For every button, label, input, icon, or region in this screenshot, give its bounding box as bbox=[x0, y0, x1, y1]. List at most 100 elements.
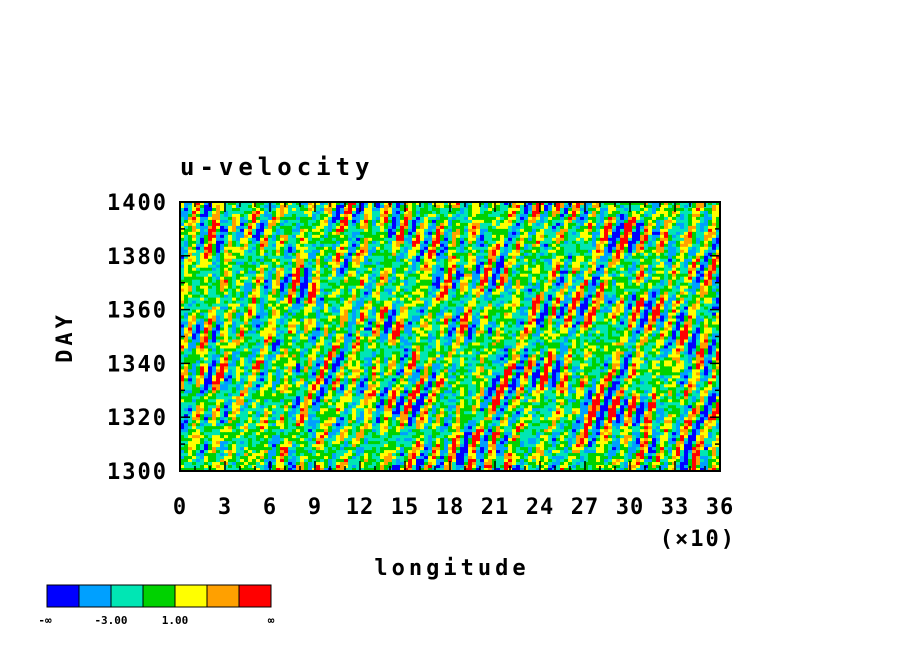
heatmap-cell bbox=[420, 276, 425, 281]
heatmap-cell bbox=[220, 276, 225, 281]
heatmap-cell bbox=[556, 279, 561, 284]
heatmap-cell bbox=[324, 246, 329, 251]
heatmap-cell bbox=[356, 276, 361, 281]
heatmap-cell bbox=[300, 258, 305, 263]
heatmap-cell bbox=[396, 246, 401, 251]
heatmap-cell bbox=[348, 264, 353, 269]
heatmap-cell bbox=[480, 243, 485, 248]
heatmap-cell bbox=[596, 228, 601, 233]
heatmap-cell bbox=[200, 202, 205, 206]
heatmap-cell bbox=[452, 270, 457, 275]
heatmap-cell bbox=[304, 240, 309, 245]
heatmap-cell bbox=[324, 255, 329, 260]
heatmap-cell bbox=[444, 279, 449, 284]
heatmap-cell bbox=[624, 270, 629, 275]
heatmap-cell bbox=[504, 276, 509, 281]
heatmap-cell bbox=[204, 255, 209, 260]
heatmap-cell bbox=[536, 210, 541, 215]
heatmap-cell bbox=[348, 202, 353, 206]
heatmap-cell bbox=[400, 279, 405, 284]
heatmap-cell bbox=[264, 279, 269, 284]
heatmap-cell bbox=[712, 258, 717, 263]
heatmap-cell bbox=[188, 246, 193, 251]
heatmap-cell bbox=[564, 282, 569, 287]
heatmap-cell bbox=[552, 234, 557, 239]
heatmap-cell bbox=[504, 264, 509, 269]
heatmap-cell bbox=[556, 213, 561, 218]
heatmap-cell bbox=[524, 210, 529, 215]
heatmap-cell bbox=[564, 273, 569, 278]
heatmap-cell bbox=[428, 207, 433, 212]
heatmap-cell bbox=[268, 261, 273, 266]
heatmap-cell bbox=[528, 213, 533, 218]
heatmap-cell bbox=[532, 270, 537, 275]
heatmap-cell bbox=[480, 222, 485, 227]
heatmap-cell bbox=[220, 264, 225, 269]
heatmap-cell bbox=[260, 240, 265, 245]
heatmap-cell bbox=[668, 270, 673, 275]
heatmap-cell bbox=[436, 240, 441, 245]
heatmap-cell bbox=[420, 258, 425, 263]
heatmap-cell bbox=[204, 231, 209, 236]
heatmap-cell bbox=[300, 207, 305, 212]
heatmap-cell bbox=[604, 243, 609, 248]
heatmap-cell bbox=[364, 207, 369, 212]
heatmap-cell bbox=[316, 202, 321, 206]
heatmap-cell bbox=[536, 207, 541, 212]
heatmap-cell bbox=[476, 219, 481, 224]
heatmap-cell bbox=[572, 279, 577, 284]
heatmap-cell bbox=[564, 264, 569, 269]
heatmap-cell bbox=[196, 240, 201, 245]
heatmap-cell bbox=[236, 267, 241, 272]
heatmap-cell bbox=[592, 255, 597, 260]
heatmap-cell bbox=[644, 231, 649, 236]
heatmap-cell bbox=[308, 228, 313, 233]
heatmap-cell bbox=[376, 246, 381, 251]
heatmap-cell bbox=[424, 237, 429, 242]
heatmap-cell bbox=[336, 219, 341, 224]
heatmap-cell bbox=[504, 234, 509, 239]
heatmap-cell bbox=[352, 276, 357, 281]
heatmap-cell bbox=[180, 279, 185, 284]
heatmap-cell bbox=[328, 267, 333, 272]
heatmap-cell bbox=[436, 204, 441, 209]
heatmap-cell bbox=[420, 202, 425, 206]
heatmap-cell bbox=[464, 231, 469, 236]
heatmap-cell bbox=[256, 207, 261, 212]
heatmap-cell bbox=[572, 243, 577, 248]
heatmap-cell bbox=[420, 279, 425, 284]
heatmap-cell bbox=[180, 222, 185, 227]
heatmap-cell bbox=[208, 270, 213, 275]
heatmap-cell bbox=[356, 255, 361, 260]
heatmap-cell bbox=[212, 231, 217, 236]
heatmap-cell bbox=[292, 207, 297, 212]
heatmap-cell bbox=[476, 231, 481, 236]
heatmap-cell bbox=[540, 204, 545, 209]
heatmap-cell bbox=[584, 279, 589, 284]
heatmap-cell bbox=[708, 282, 713, 287]
heatmap-cell bbox=[496, 264, 501, 269]
heatmap-cell bbox=[308, 270, 313, 275]
heatmap-cell bbox=[276, 270, 281, 275]
heatmap-cell bbox=[576, 264, 581, 269]
heatmap-cell bbox=[488, 234, 493, 239]
heatmap-cell bbox=[428, 279, 433, 284]
heatmap-cell bbox=[536, 273, 541, 278]
heatmap-cell bbox=[592, 231, 597, 236]
heatmap-cell bbox=[192, 273, 197, 278]
heatmap-cell bbox=[272, 228, 277, 233]
heatmap-cell bbox=[576, 276, 581, 281]
heatmap-cell bbox=[368, 258, 373, 263]
heatmap-cell bbox=[324, 261, 329, 266]
heatmap-cell bbox=[372, 282, 377, 287]
heatmap-cell bbox=[528, 231, 533, 236]
heatmap-cell bbox=[656, 246, 661, 251]
heatmap-cell bbox=[404, 231, 409, 236]
heatmap-cell bbox=[372, 237, 377, 242]
heatmap-cell bbox=[572, 216, 577, 221]
heatmap-cell bbox=[192, 267, 197, 272]
heatmap-cell bbox=[684, 261, 689, 266]
heatmap-cell bbox=[664, 210, 669, 215]
heatmap-cell bbox=[600, 276, 605, 281]
heatmap-cell bbox=[208, 213, 213, 218]
